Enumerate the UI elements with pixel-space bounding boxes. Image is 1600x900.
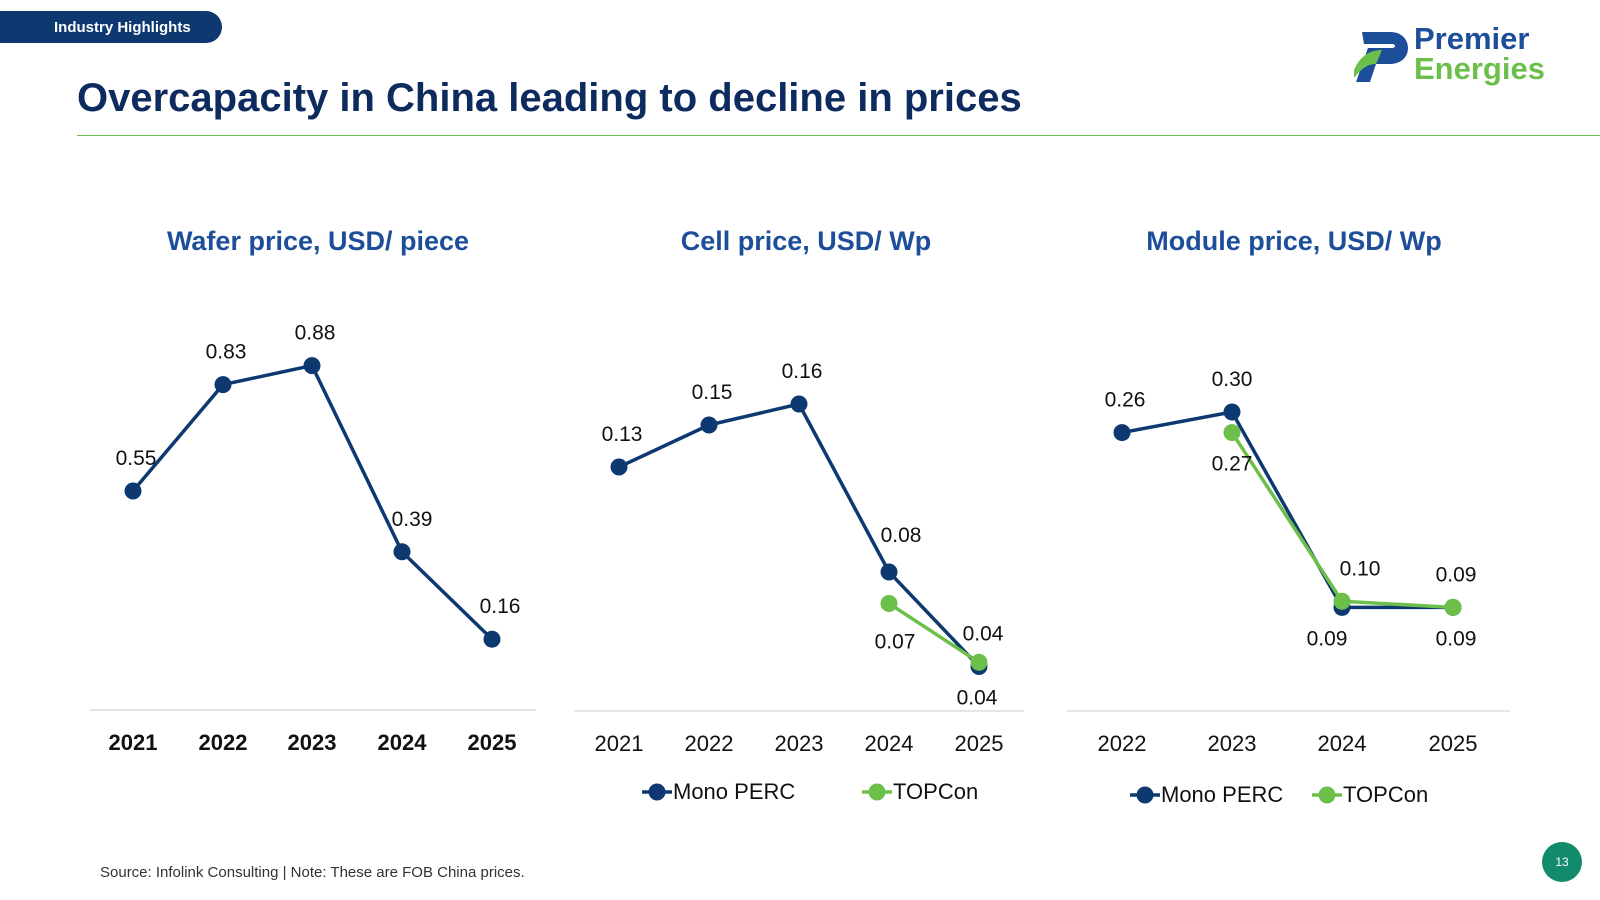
legend-label: TOPCon <box>893 779 978 804</box>
data-label: 0.83 <box>206 341 247 364</box>
data-point-mono-perc <box>1223 403 1241 421</box>
x-tick-label: 2024 <box>865 731 914 756</box>
x-tick-label: 2022 <box>199 730 248 755</box>
data-label: 0.09 <box>1307 627 1348 650</box>
page-number-badge: 13 <box>1542 842 1582 882</box>
legend-marker <box>1136 786 1154 804</box>
data-point-mono-perc <box>880 563 898 581</box>
data-point-mono-perc <box>483 630 501 648</box>
series-line-topcon <box>888 602 980 664</box>
section-tag-label: Industry Highlights <box>54 18 191 36</box>
data-label: 0.16 <box>480 595 521 618</box>
logo-line-2: Energies <box>1414 51 1545 86</box>
logo-line-1: Premier <box>1414 21 1530 56</box>
data-label: 0.09 <box>1436 563 1477 586</box>
x-tick-label: 2022 <box>685 731 734 756</box>
chart-title: Wafer price, USD/ piece <box>167 226 469 256</box>
series-line-mono-perc <box>131 363 494 641</box>
x-tick-label: 2025 <box>468 730 517 755</box>
data-label: 0.04 <box>963 622 1004 645</box>
data-label: 0.15 <box>692 381 733 404</box>
legend-marker <box>868 783 886 801</box>
data-point-topcon <box>1223 424 1241 442</box>
data-point-mono-perc <box>393 543 411 561</box>
x-tick-label: 2024 <box>1318 731 1367 756</box>
data-label: 0.16 <box>782 360 823 383</box>
data-point-topcon <box>880 595 898 612</box>
data-label: 0.09 <box>1436 627 1477 650</box>
legend-marker <box>648 783 666 801</box>
series-line-topcon <box>1230 431 1454 610</box>
title-divider <box>77 135 1600 136</box>
x-tick-label: 2025 <box>955 731 1004 756</box>
x-tick-label: 2021 <box>109 730 158 755</box>
data-label: 0.07 <box>875 631 916 654</box>
x-tick-label: 2022 <box>1098 731 1147 756</box>
data-point-mono-perc <box>303 357 321 375</box>
data-label: 0.30 <box>1212 368 1253 391</box>
data-point-mono-perc <box>124 482 142 500</box>
x-tick-label: 2023 <box>1208 731 1257 756</box>
legend-label: Mono PERC <box>673 779 795 804</box>
data-point-topcon <box>1444 598 1462 616</box>
data-label: 0.27 <box>1212 453 1253 476</box>
data-label: 0.55 <box>116 447 157 470</box>
chart-title: Cell price, USD/ Wp <box>681 226 932 256</box>
data-point-mono-perc <box>700 416 718 434</box>
company-logo: Premier Energies <box>1352 22 1572 88</box>
data-label: 0.04 <box>957 687 998 710</box>
x-tick-label: 2023 <box>775 731 824 756</box>
legend-label: Mono PERC <box>1161 782 1283 807</box>
data-label: 0.10 <box>1340 557 1381 580</box>
source-note: Source: Infolink Consulting | Note: Thes… <box>100 864 525 881</box>
page-number: 13 <box>1555 855 1569 869</box>
data-label: 0.88 <box>295 322 336 345</box>
data-point-mono-perc <box>1113 424 1131 442</box>
chart-title: Module price, USD/ Wp <box>1146 226 1442 256</box>
x-tick-label: 2024 <box>378 730 428 755</box>
page-title: Overcapacity in China leading to decline… <box>77 76 1022 120</box>
legend-label: TOPCon <box>1343 782 1428 807</box>
legend-marker <box>1318 786 1336 804</box>
series-line-mono-perc <box>1121 410 1453 610</box>
data-label: 0.08 <box>881 524 922 547</box>
data-label: 0.39 <box>392 508 433 531</box>
logo-wordmark: Premier Energies <box>1414 21 1545 86</box>
x-tick-label: 2025 <box>1429 731 1478 756</box>
section-tag: Industry Highlights <box>0 11 222 43</box>
data-label: 0.26 <box>1105 389 1146 412</box>
x-tick-label: 2021 <box>595 731 644 756</box>
data-point-topcon <box>970 653 988 671</box>
data-label: 0.13 <box>602 423 643 446</box>
data-point-mono-perc <box>610 458 628 476</box>
data-point-topcon <box>1333 592 1351 610</box>
data-point-mono-perc <box>214 376 232 394</box>
logo-mark-icon <box>1354 32 1408 82</box>
data-point-mono-perc <box>790 395 808 413</box>
x-tick-label: 2023 <box>288 730 337 755</box>
